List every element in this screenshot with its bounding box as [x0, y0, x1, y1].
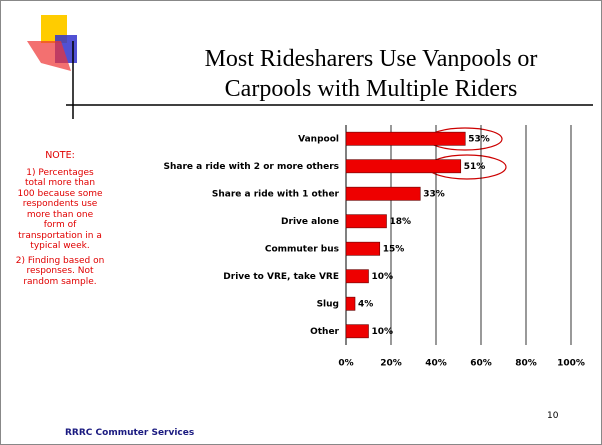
- bar: [345, 296, 356, 311]
- value-label: 10%: [372, 272, 394, 282]
- bar: [345, 324, 369, 339]
- x-tick-label: 40%: [425, 359, 447, 369]
- value-label: 15%: [383, 244, 405, 254]
- x-tick-label: 100%: [557, 359, 585, 369]
- page-number: 10: [547, 411, 559, 421]
- footer: RRRC Commuter Services: [65, 428, 195, 438]
- note-item: 2) Finding based on responses. Not rando…: [15, 255, 105, 287]
- value-label: 51%: [464, 162, 486, 172]
- y-tick-label: Drive alone: [281, 217, 339, 227]
- x-tick-label: 60%: [470, 359, 492, 369]
- bar: [345, 186, 421, 201]
- bar: [345, 269, 369, 284]
- x-tick-label: 0%: [338, 359, 353, 369]
- y-tick-label: Vanpool: [298, 134, 339, 144]
- x-tick-label: 80%: [515, 359, 537, 369]
- y-tick-label: Other: [310, 327, 339, 337]
- y-tick-label: Slug: [317, 299, 339, 309]
- bar: [345, 159, 462, 174]
- y-tick-label: Share a ride with 2 or more others: [164, 162, 339, 172]
- note: NOTE: 1) Percentages total more than 100…: [15, 150, 105, 291]
- bar: [345, 131, 466, 146]
- y-tick-label: Drive to VRE, take VRE: [223, 272, 339, 282]
- bar: [345, 241, 381, 256]
- value-label: 53%: [468, 134, 490, 144]
- slide-title: Most Ridesharers Use Vanpools or Carpool…: [204, 46, 538, 102]
- value-label: 10%: [372, 327, 394, 337]
- x-tick-label: 20%: [380, 359, 402, 369]
- value-label: 33%: [423, 189, 445, 199]
- bar: [345, 214, 387, 229]
- value-label: 18%: [390, 217, 412, 227]
- logo-shape: [27, 41, 71, 71]
- value-label: 4%: [358, 299, 373, 309]
- note-item: 1) Percentages total more than 100 becau…: [17, 167, 103, 252]
- note-heading: NOTE:: [45, 150, 75, 161]
- y-tick-label: Commuter bus: [265, 244, 339, 254]
- y-tick-label: Share a ride with 1 other: [212, 189, 340, 199]
